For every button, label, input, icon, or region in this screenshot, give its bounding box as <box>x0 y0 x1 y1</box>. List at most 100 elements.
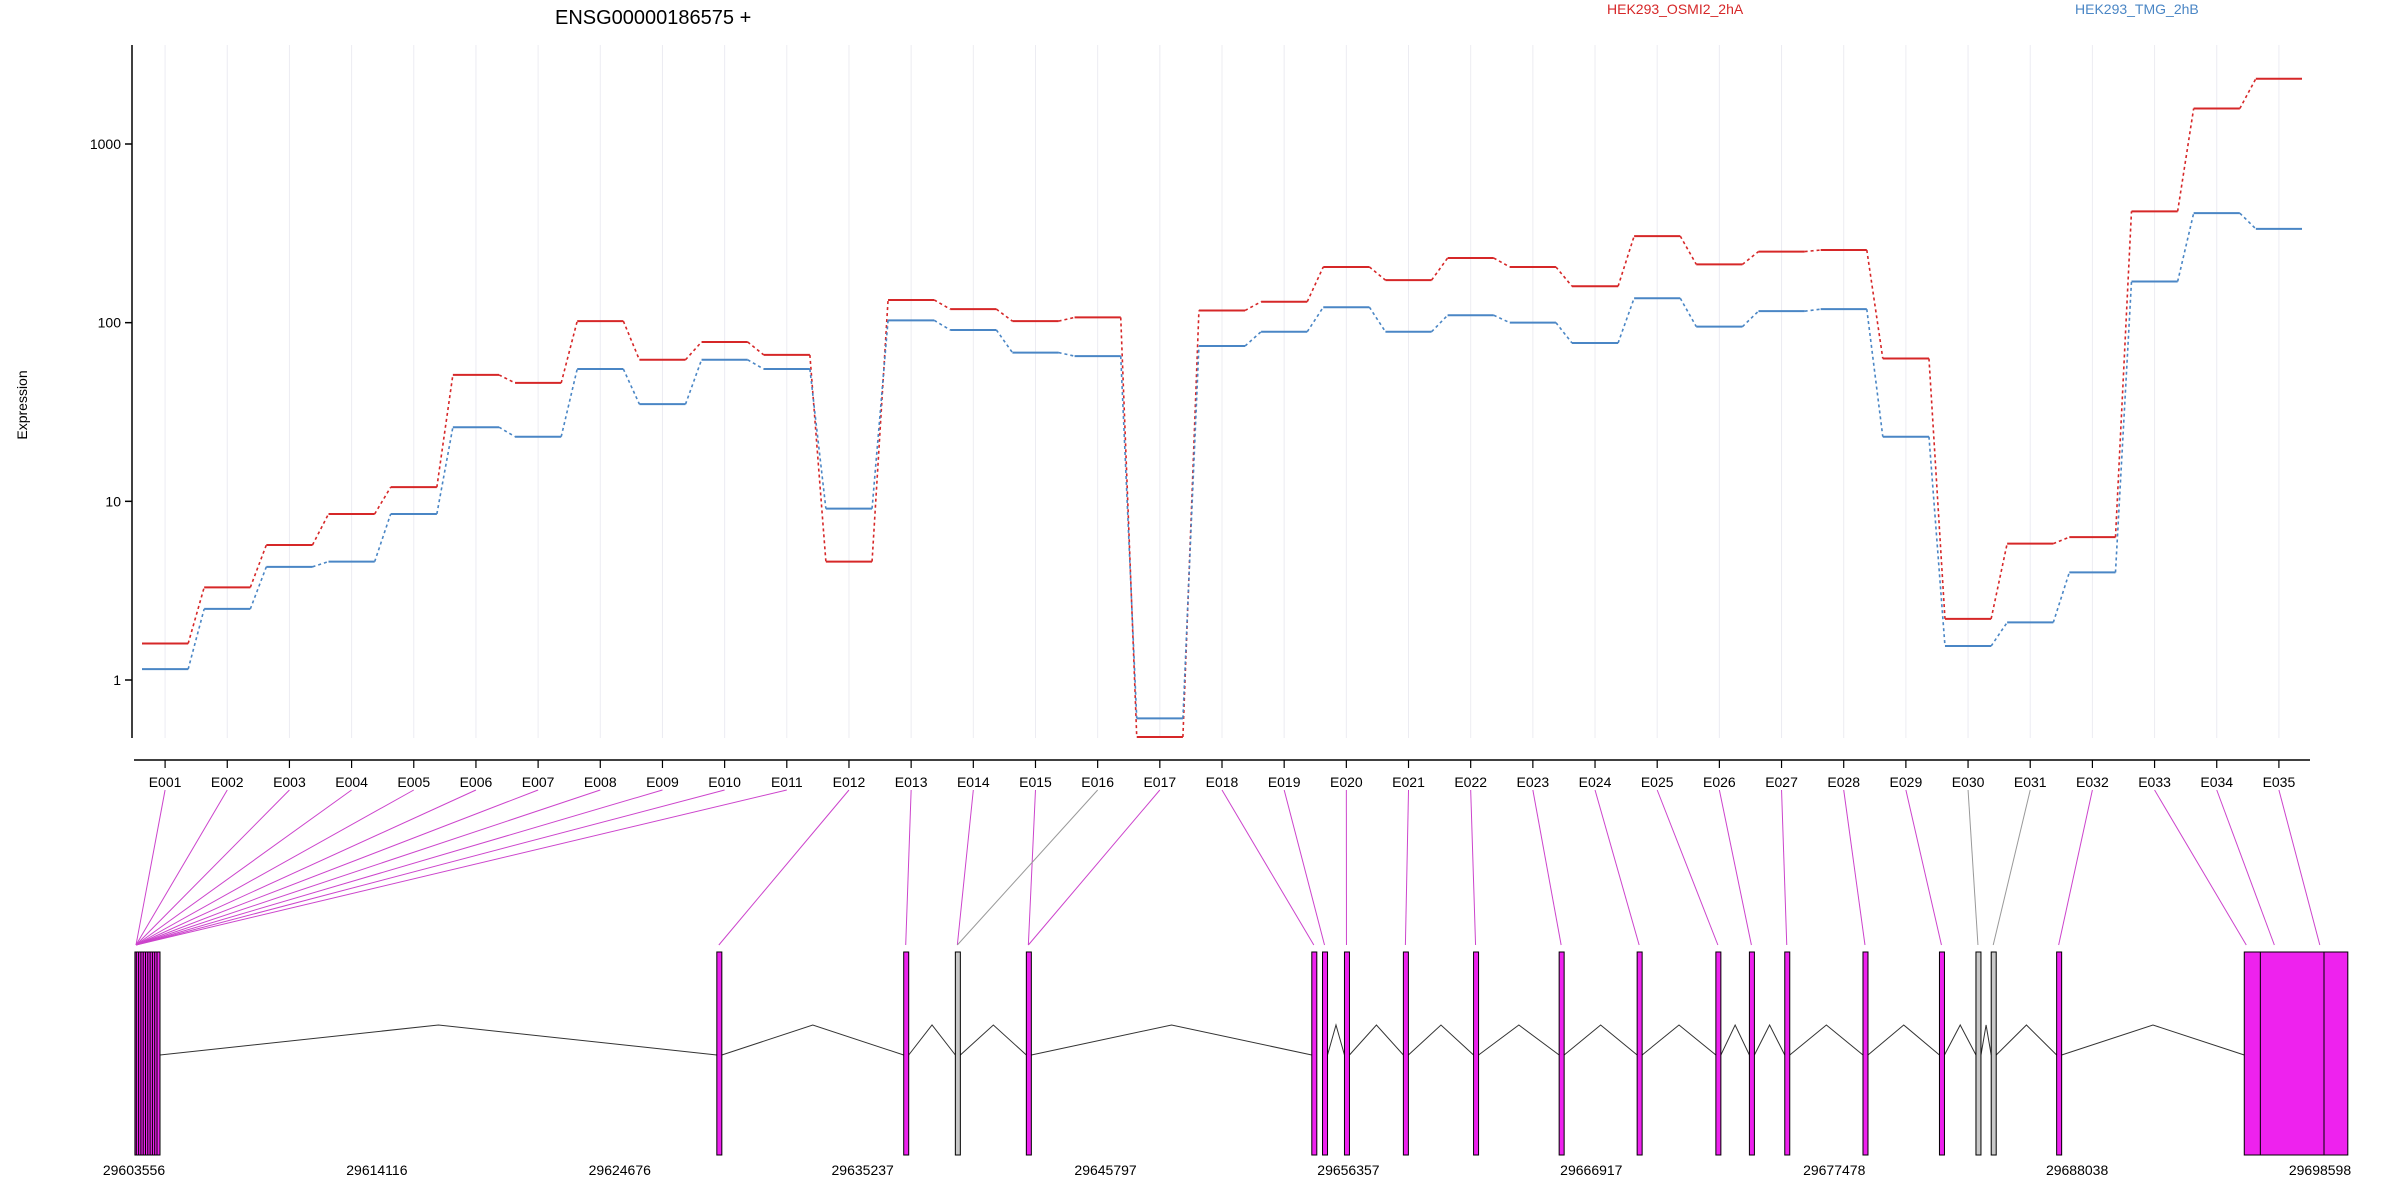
series-connector <box>1306 306 1324 333</box>
exon-connector <box>2154 789 2247 946</box>
series-connector <box>436 374 454 488</box>
series-connector <box>684 341 703 361</box>
exon-block <box>1862 951 1869 1156</box>
series-connector <box>809 354 827 562</box>
intron-line <box>1478 1024 1560 1056</box>
series-connector <box>498 426 516 438</box>
intron-line <box>1327 1023 1345 1056</box>
x-tick-label: E008 <box>584 774 617 790</box>
series-connector <box>1430 257 1449 281</box>
series-connector <box>1617 235 1635 287</box>
exon-connector <box>1532 789 1562 946</box>
series-connector <box>2053 536 2070 545</box>
exon-block <box>1636 951 1643 1156</box>
intron-line <box>1753 1023 1786 1056</box>
x-tick-label: E005 <box>397 774 430 790</box>
exon-block <box>1784 951 1791 1156</box>
x-tick-label: E026 <box>1703 774 1736 790</box>
x-tick-label: E019 <box>1268 774 1301 790</box>
exon-connector <box>1992 789 2031 946</box>
series-connector <box>2176 108 2195 212</box>
x-tick-label: E030 <box>1952 774 1985 790</box>
x-tick-label: E006 <box>460 774 493 790</box>
exon-connector <box>1594 789 1640 946</box>
series-connector <box>498 374 516 384</box>
series-connector <box>1555 266 1573 287</box>
series-connector <box>747 341 765 356</box>
intron-line <box>1789 1024 1864 1056</box>
x-tick-label: E016 <box>1081 774 1114 790</box>
intron-line <box>1563 1024 1638 1056</box>
x-tick-label: E018 <box>1206 774 1239 790</box>
x-tick-label: E002 <box>211 774 244 790</box>
intron-line <box>960 1024 1027 1056</box>
y-tick-label: 1 <box>113 672 121 688</box>
series-connector <box>1306 266 1324 303</box>
series-connector <box>1493 314 1511 324</box>
x-tick-label: E023 <box>1517 774 1550 790</box>
exon-connector <box>135 789 290 946</box>
exon-connector <box>135 789 663 946</box>
series-connector <box>871 299 889 562</box>
x-tick-label: E015 <box>1019 774 1052 790</box>
x-tick-label: E003 <box>273 774 306 790</box>
exon-connector <box>1656 789 1719 946</box>
exon-block <box>1025 951 1032 1156</box>
series-connector <box>1119 317 1138 737</box>
exon-connector <box>135 789 477 946</box>
series-connector <box>560 368 578 437</box>
series-connector <box>1741 310 1760 328</box>
series-connector <box>1119 356 1138 719</box>
y-tick-label: 100 <box>98 315 122 331</box>
x-tick-label: E020 <box>1330 774 1363 790</box>
series-connector <box>1866 249 1884 359</box>
exon-block <box>1975 951 1982 1156</box>
series-connector <box>747 359 765 370</box>
exon-connector <box>135 789 166 946</box>
series-connector <box>1555 322 1573 344</box>
x-tick-label: E011 <box>771 774 803 790</box>
x-tick-label: E033 <box>2138 774 2171 790</box>
x-tick-label: E007 <box>522 774 555 790</box>
y-tick-label: 1000 <box>90 136 121 152</box>
exon-connector <box>135 789 787 946</box>
exon-connector <box>2058 789 2093 946</box>
series-connector <box>1928 436 1946 647</box>
series-connector <box>1431 314 1449 333</box>
exon-connector <box>2216 789 2275 946</box>
series-connector <box>249 544 268 588</box>
series-connector <box>933 319 951 331</box>
gene-model <box>134 951 2349 1156</box>
series-connector <box>2052 572 2071 623</box>
x-tick-label: E022 <box>1454 774 1487 790</box>
series-connector <box>1679 235 1697 265</box>
exon-connector <box>1027 789 1036 946</box>
exon-connector <box>1283 789 1326 946</box>
y-tick-label: 10 <box>105 493 121 509</box>
series-connector <box>1368 306 1387 333</box>
intron-line <box>159 1024 717 1056</box>
coord-tick-label: 29603556 <box>103 1162 166 1178</box>
series-connector <box>2239 212 2257 230</box>
coord-tick-label: 29677478 <box>1803 1162 1866 1178</box>
exon-connector <box>1404 789 1410 946</box>
series-connector <box>1804 308 1821 312</box>
series-connector <box>249 566 268 610</box>
intron-line <box>1031 1024 1312 1056</box>
exon-block <box>1558 951 1565 1156</box>
x-tick-label: E028 <box>1827 774 1860 790</box>
series-2 <box>142 212 2302 720</box>
grid-lines <box>164 45 2280 738</box>
exon-connector <box>905 789 912 946</box>
x-tick-label: E035 <box>2263 774 2296 790</box>
exon-connector <box>1781 789 1788 946</box>
x-tick-label: E010 <box>708 774 741 790</box>
exon-block <box>716 951 723 1156</box>
exon-connector <box>1027 789 1161 946</box>
coord-tick-label: 29698598 <box>2289 1162 2352 1178</box>
x-tick-label: E013 <box>895 774 928 790</box>
x-tick-label: E034 <box>2200 774 2233 790</box>
series-connector <box>1182 345 1200 719</box>
coord-tick-label: 29656357 <box>1317 1162 1380 1178</box>
